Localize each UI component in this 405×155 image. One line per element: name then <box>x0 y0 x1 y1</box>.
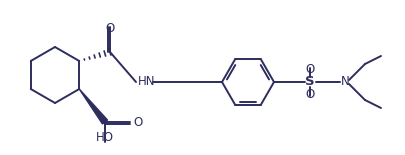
Text: HN: HN <box>138 75 155 89</box>
Polygon shape <box>79 89 107 124</box>
Text: O: O <box>133 115 142 128</box>
Text: N: N <box>340 75 349 89</box>
Text: O: O <box>105 22 114 35</box>
Text: O: O <box>305 88 314 101</box>
Text: S: S <box>305 75 314 89</box>
Text: O: O <box>305 63 314 76</box>
Text: HO: HO <box>96 131 114 144</box>
